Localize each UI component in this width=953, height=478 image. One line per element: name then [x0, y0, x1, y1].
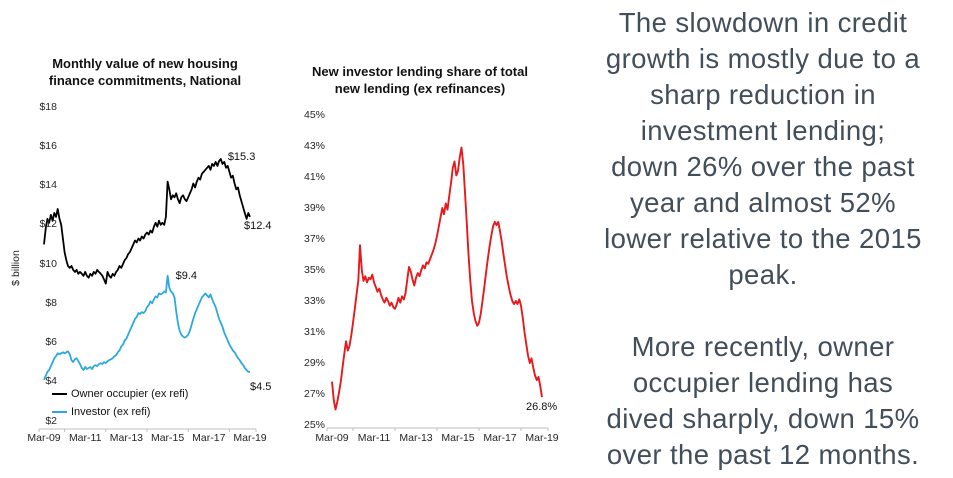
x-tick-label: Mar-11 [357, 432, 391, 444]
x-tick-label: Mar-19 [525, 432, 559, 444]
legend-item-owner-occupier: Owner occupier (ex refi) [52, 385, 188, 403]
y-tick-label: 25% [303, 418, 325, 431]
commentary-line: over the past 12 months. [606, 439, 920, 470]
commentary-line: investment lending; [640, 115, 886, 146]
x-tick-label: Mar-17 [192, 432, 226, 444]
y-tick-label: 45% [303, 108, 325, 121]
y-tick-label: $14 [39, 179, 57, 191]
chart-legend: Owner occupier (ex refi) Investor (ex re… [52, 385, 188, 421]
commentary-line: The slowdown in credit [618, 7, 908, 38]
commentary-paragraph-1: The slowdown in credit growth is mostly d… [575, 5, 951, 293]
commentary-line: down 26% over the past [611, 151, 915, 182]
investor-line-swatch-icon [52, 410, 67, 414]
y-tick-label: $16 [39, 139, 57, 152]
legend-label: Owner occupier (ex refi) [71, 388, 189, 400]
data-label: 26.8% [526, 401, 558, 414]
chart-title-line: new lending (ex refinances) [334, 81, 506, 96]
y-tick-label: $6 [45, 336, 57, 348]
commentary-line: year and almost 52% [630, 187, 896, 218]
y-tick-label: 35% [303, 263, 325, 276]
y-tick-label: $4 [45, 375, 57, 388]
x-tick-label: Mar-17 [483, 432, 517, 444]
commentary-line: growth is mostly due to a [605, 43, 921, 74]
y-tick-label: 37% [303, 232, 325, 245]
y-tick-label: $10 [39, 257, 57, 270]
commentary-line: occupier lending has [632, 367, 894, 398]
y-tick-label: 27% [303, 387, 325, 400]
x-tick-label: Mar-15 [150, 432, 185, 444]
legend-label: Investor (ex refi) [71, 406, 151, 418]
chart-title-line: finance commitments, National [48, 73, 242, 88]
investor-share-series-line-0 [331, 146, 543, 411]
commentary: The slowdown in credit growth is mostly d… [575, 5, 951, 478]
commentary-line: dived sharply, down 15% [606, 403, 920, 434]
commentary-line: peak. [728, 259, 798, 290]
y-tick-label: 39% [303, 201, 325, 214]
commentary-line: lower relative to the 2015 [604, 223, 922, 254]
investor-share-chart-title: New investor lending share of total new … [296, 63, 544, 97]
x-tick-label: Mar-13 [399, 432, 433, 444]
chart-title-line: New investor lending share of total [312, 64, 528, 79]
housing-finance-series-line-0 [43, 158, 251, 285]
chart-title-line: Monthly value of new housing [52, 56, 238, 71]
commentary-paragraph-2: More recently, owner occupier lending has… [575, 329, 951, 473]
y-tick-label: 31% [303, 325, 325, 338]
data-label: $4.5 [250, 380, 272, 393]
x-tick-label: Mar-19 [233, 432, 267, 444]
data-label: $15.3 [227, 151, 256, 163]
y-tick-label: 43% [303, 139, 325, 152]
y-tick-label: $18 [39, 100, 57, 113]
data-label: $9.4 [175, 269, 198, 282]
commentary-line: sharp reduction in [650, 79, 876, 110]
commentary-line: More recently, owner [631, 331, 895, 362]
housing-finance-series-line-1 [43, 274, 250, 381]
x-tick-label: Mar-11 [68, 432, 102, 444]
data-label: $12.4 [244, 219, 272, 232]
housing-finance-chart-title: Monthly value of new housing finance com… [36, 55, 254, 89]
y-tick-label: $2 [45, 414, 57, 427]
y-tick-label: 33% [303, 294, 325, 307]
y-tick-label: $12 [39, 218, 57, 231]
legend-item-investor: Investor (ex refi) [52, 403, 188, 421]
x-tick-label: Mar-09 [315, 432, 349, 444]
x-tick-label: Mar-13 [109, 432, 144, 444]
y-tick-label: 41% [303, 170, 325, 183]
y-tick-label: $8 [45, 296, 57, 309]
y-tick-label: 29% [303, 356, 325, 369]
owner-occupier-line-swatch-icon [52, 392, 67, 396]
x-tick-label: Mar-15 [441, 432, 475, 444]
x-tick-label: Mar-09 [27, 432, 61, 444]
